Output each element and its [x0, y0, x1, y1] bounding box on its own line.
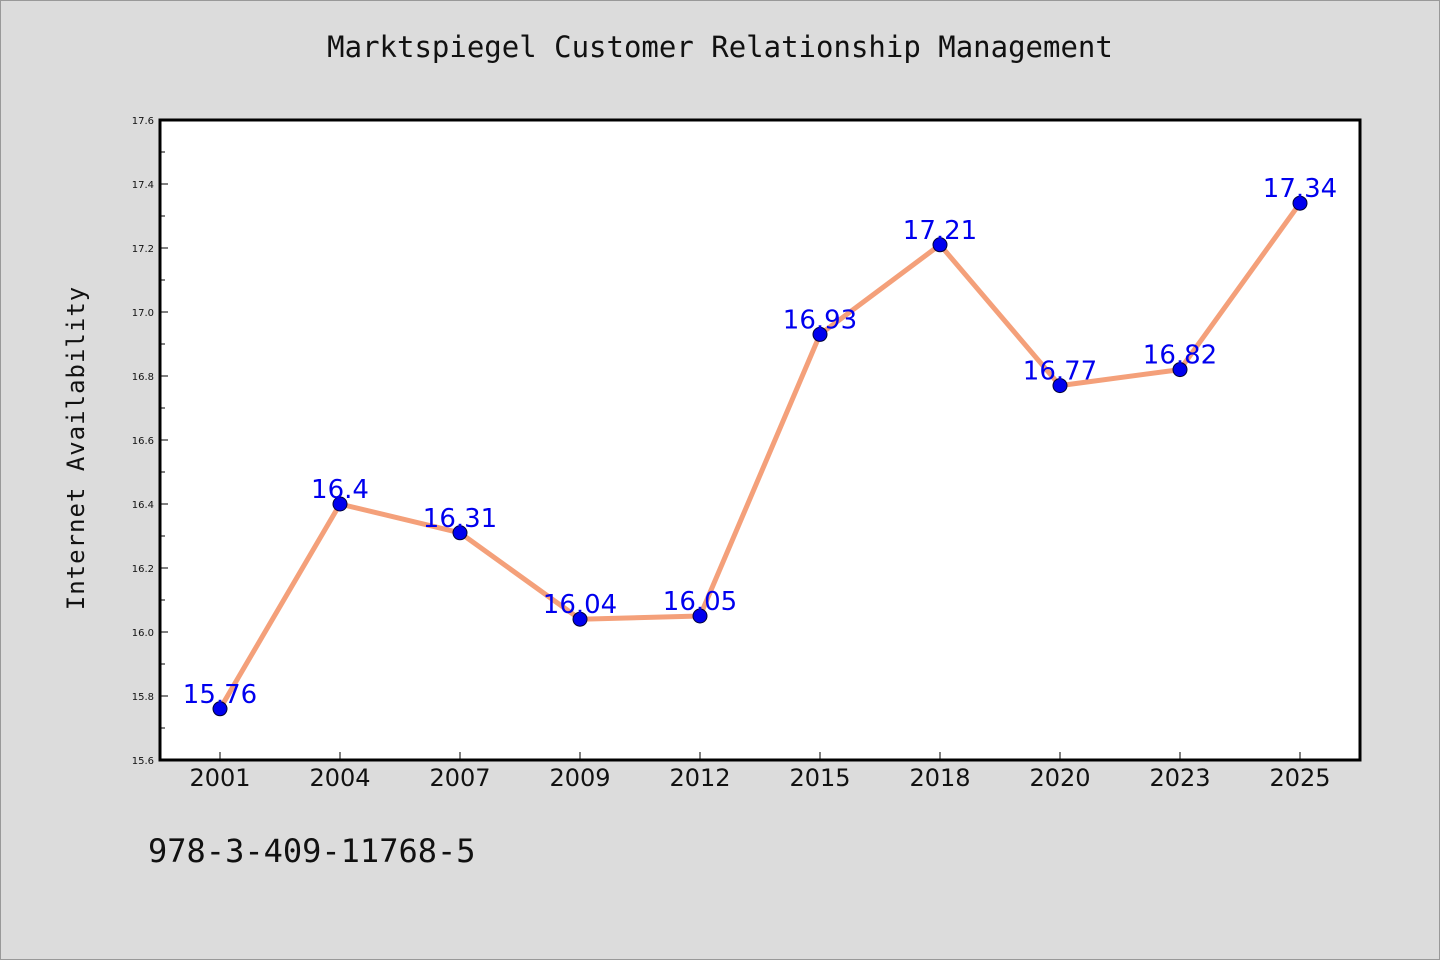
footer-code: 978-3-409-11768-5: [148, 832, 476, 870]
data-point: [692, 608, 708, 624]
data-point: [452, 525, 468, 541]
x-tick-label: 2015: [789, 764, 850, 792]
chart-title: Marktspiegel Customer Relationship Manag…: [327, 30, 1113, 64]
x-tick-label: 2012: [669, 764, 730, 792]
y-tick-label: 17.0: [132, 308, 154, 319]
data-label: 16.31: [423, 504, 497, 534]
data-point: [212, 701, 228, 717]
x-axis: 2001 2004 2007 2009 2012 2015 2018 2020 2023 2025: [189, 752, 1331, 792]
y-tick-label: 16.4: [132, 500, 154, 511]
data-label: 17.34: [1263, 174, 1337, 204]
y-tick-label: 17.6: [132, 116, 154, 127]
y-tick-label: 15.6: [132, 756, 154, 767]
data-point: [1172, 362, 1188, 378]
series-line: [217, 200, 1303, 712]
data-label: 16.82: [1143, 341, 1217, 371]
x-tick-label: 2007: [429, 764, 490, 792]
data-label: 16.4: [311, 475, 369, 505]
x-tick-label: 2025: [1269, 764, 1330, 792]
data-point: [812, 326, 828, 342]
x-tick-label: 2004: [309, 764, 370, 792]
x-tick-label: 2001: [189, 764, 250, 792]
y-tick-label: 16.0: [132, 628, 154, 639]
data-point: [332, 496, 348, 512]
data-point: [1292, 195, 1308, 211]
x-tick-label: 2018: [909, 764, 970, 792]
y-tick-label: 17.4: [132, 180, 154, 191]
x-tick-label: 2020: [1029, 764, 1090, 792]
y-axis-label: Internet Availability: [62, 286, 90, 610]
data-label: 17.21: [903, 216, 977, 246]
x-tick-label: 2009: [549, 764, 610, 792]
y-tick-label: 16.2: [132, 564, 154, 575]
y-tick-label: 16.6: [132, 436, 154, 447]
plot-area: [158, 118, 1362, 762]
data-point: [1052, 378, 1068, 394]
data-label: 15.76: [183, 680, 257, 710]
data-markers: [212, 195, 1308, 717]
data-point: [932, 237, 948, 253]
data-point: [572, 611, 588, 627]
x-tick-label: 2023: [1149, 764, 1210, 792]
y-tick-label: 16.8: [132, 372, 154, 383]
y-tick-label: 15.8: [132, 692, 154, 703]
data-label: 16.93: [783, 305, 857, 335]
y-tick-label: 17.2: [132, 244, 154, 255]
data-labels: 15.76 16.4 16.31 16.04 16.05 16.93 17.21 16.77 1…: [183, 174, 1337, 710]
data-label: 16.04: [543, 590, 617, 620]
data-label: 16.77: [1023, 357, 1097, 387]
data-label: 16.05: [663, 587, 737, 617]
y-axis: 15.6 15.8 16.0 16.2 16.4 16.6 16.8 17.0 17.2 17.4…: [132, 116, 168, 767]
